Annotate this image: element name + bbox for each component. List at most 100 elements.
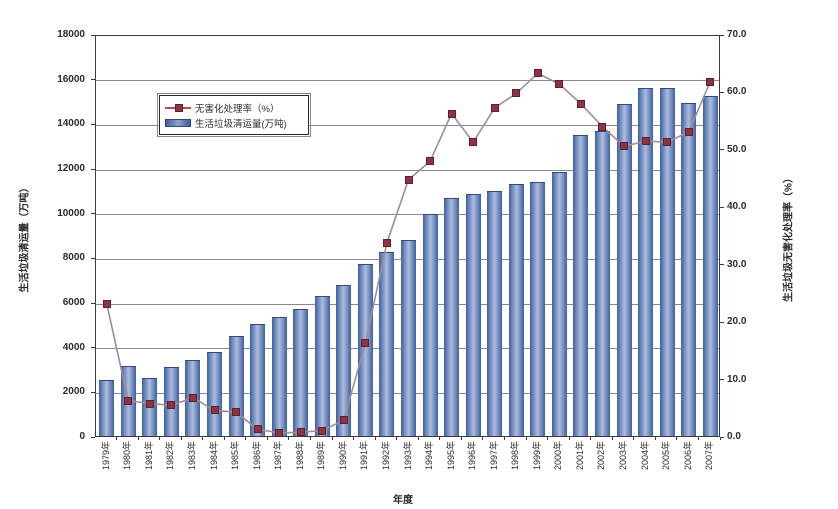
line-marker (555, 80, 564, 89)
left-tick-label: 12000 (57, 163, 85, 174)
x-tick-label: 1998年 (510, 441, 521, 471)
x-tick-label: 2007年 (704, 441, 715, 471)
left-tick-label: 8000 (62, 252, 85, 264)
x-tick-label: 1988年 (294, 441, 305, 471)
line-marker (361, 339, 370, 348)
x-tick-label: 1985年 (230, 441, 241, 471)
bar (444, 197, 460, 436)
x-tick-label: 1989年 (316, 441, 327, 471)
line-marker (253, 425, 262, 434)
line-marker (124, 396, 133, 405)
line-marker (598, 122, 607, 131)
x-tick-label: 1982年 (165, 441, 176, 471)
line-marker (533, 69, 542, 78)
x-tick-label: 2000年 (553, 441, 564, 471)
right-tick-label: 20.0 (727, 316, 747, 328)
line-marker (167, 401, 176, 410)
x-tick-label: 1986年 (251, 441, 262, 471)
bar (99, 380, 115, 436)
x-tick-label: 1999年 (531, 441, 542, 471)
bar (422, 213, 438, 436)
x-tick-label: 1996年 (467, 441, 478, 471)
x-tick-label: 2001年 (574, 441, 585, 471)
line-series-swatch-icon (165, 104, 191, 112)
x-tick-label: 1984年 (208, 441, 219, 471)
bar (530, 181, 546, 436)
gridline (96, 169, 719, 171)
legend-bar-label: 生活垃圾清运量(万吨) (195, 118, 287, 130)
legend: 无害化处理率（%） 生活垃圾清运量(万吨) (157, 93, 311, 137)
bar (336, 284, 352, 436)
legend-line-label: 无害化处理率（%） (195, 103, 280, 115)
bar (379, 251, 395, 436)
bar (508, 183, 524, 436)
bar (357, 264, 373, 436)
bar (681, 103, 697, 436)
left-tick-label: 2000 (62, 386, 85, 398)
bar (702, 96, 718, 436)
x-tick-label: 1981年 (143, 441, 154, 471)
x-tick-label: 2002年 (596, 441, 607, 471)
right-tick-label: 40.0 (727, 201, 747, 213)
bar (573, 135, 589, 436)
x-tick-label: 1979年 (100, 441, 111, 471)
right-tick-label: 70.0 (727, 29, 747, 40)
legend-entry-bar: 生活垃圾清运量(万吨) (165, 115, 302, 130)
bar (551, 172, 567, 436)
line-marker (469, 138, 478, 147)
x-tick-label: 1980年 (122, 441, 133, 471)
x-tick-label: 2006年 (682, 441, 693, 471)
bar (659, 88, 675, 436)
x-tick-label: 1993年 (402, 441, 413, 471)
left-tick-label: 4000 (62, 341, 85, 353)
line-marker (232, 408, 241, 417)
x-tick-label: 1991年 (359, 441, 370, 471)
bar (638, 88, 654, 436)
right-tick-label: 10.0 (727, 373, 747, 385)
left-tick-label: 10000 (57, 207, 85, 219)
line-marker (663, 138, 672, 147)
bar (487, 191, 503, 436)
x-tick-label: 1987年 (273, 441, 284, 471)
x-axis-title: 年度 (393, 495, 413, 506)
line-marker (339, 416, 348, 425)
x-tick-label: 1983年 (186, 441, 197, 471)
gridline (96, 124, 719, 126)
x-tick-label: 1995年 (445, 441, 456, 471)
right-tick-label: 50.0 (727, 143, 747, 155)
x-tick-label: 1997年 (488, 441, 499, 471)
plot-area (95, 35, 720, 437)
line-marker (620, 142, 629, 151)
right-tick-label: 30.0 (727, 258, 747, 270)
left-tick-label: 18000 (57, 29, 85, 40)
line-marker (576, 99, 585, 108)
line-marker (296, 428, 305, 437)
left-axis-title: 生活垃圾清运量（万吨） (19, 182, 31, 293)
bar (616, 104, 632, 436)
left-tick-label: 16000 (57, 73, 85, 85)
line-marker (102, 300, 111, 309)
right-tick-label: 60.0 (727, 86, 747, 98)
bar (314, 295, 330, 436)
x-tick-label: 2005年 (661, 441, 672, 471)
bar (271, 316, 287, 436)
line-marker (404, 175, 413, 184)
line-marker (210, 406, 219, 415)
left-tick-label: 6000 (62, 297, 85, 308)
x-tick-label: 2003年 (618, 441, 629, 471)
bar (250, 324, 266, 436)
line-marker (641, 137, 650, 146)
line-marker (490, 103, 499, 112)
bar (401, 239, 416, 436)
right-axis-title: 生活垃圾无害化处理率（%） (783, 173, 795, 302)
left-tick-label: 0 (79, 431, 85, 442)
line-marker (447, 109, 456, 118)
gridline (96, 214, 719, 216)
line-marker (188, 393, 197, 402)
bar (293, 308, 309, 436)
legend-entry-line: 无害化处理率（%） (165, 100, 302, 115)
bar (594, 131, 610, 436)
x-tick-label: 1990年 (337, 441, 348, 471)
x-tick-label: 2004年 (639, 441, 650, 471)
